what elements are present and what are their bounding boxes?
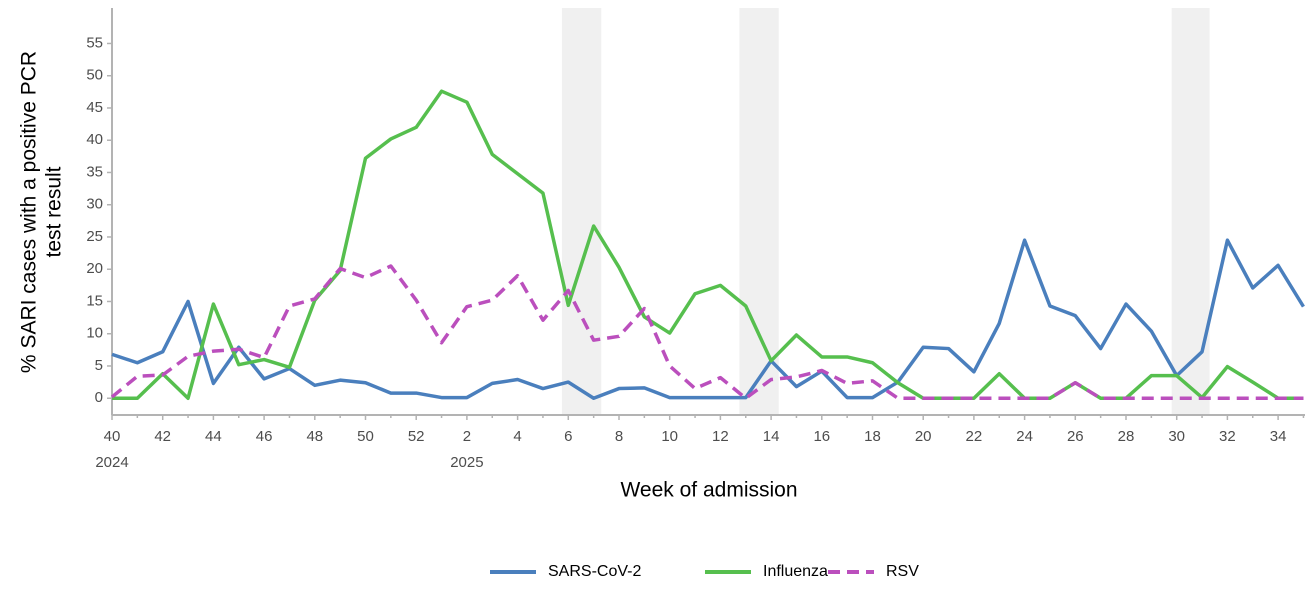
x-tick-label: 50 xyxy=(357,428,374,445)
x-year-label: 2024 xyxy=(95,454,128,471)
x-tick-label: 28 xyxy=(1118,428,1135,445)
x-tick-label: 42 xyxy=(154,428,171,445)
series-line xyxy=(111,238,1305,400)
y-tick-label: 40 xyxy=(86,131,103,148)
x-tick-label: 20 xyxy=(915,428,932,445)
x-tick-label: 2 xyxy=(463,428,471,445)
legend-label: RSV xyxy=(886,563,919,580)
x-tick-label: 30 xyxy=(1168,428,1185,445)
series-line xyxy=(110,264,1304,400)
y-tick-label: 20 xyxy=(86,260,103,277)
x-tick-label: 48 xyxy=(306,428,323,445)
y-tick-label: 15 xyxy=(86,292,103,309)
series-line xyxy=(112,89,1304,400)
x-tick-label: 32 xyxy=(1219,428,1236,445)
y-tick-label: 5 xyxy=(95,357,103,374)
y-tick-label: 10 xyxy=(86,325,103,342)
legend-label: Influenza xyxy=(763,563,828,580)
x-tick-label: 34 xyxy=(1270,428,1287,445)
y-axis-label: % SARI cases with a positive PCR xyxy=(18,51,41,373)
y-axis-label: test result xyxy=(43,166,66,257)
x-year-label: 2025 xyxy=(450,454,483,471)
y-tick-label: 45 xyxy=(86,99,103,116)
x-tick-label: 18 xyxy=(864,428,881,445)
shaded-period xyxy=(561,8,602,415)
x-tick-label: 10 xyxy=(661,428,678,445)
shaded-period xyxy=(1171,8,1210,415)
x-axis-label: Week of admission xyxy=(620,479,797,502)
x-tick-label: 8 xyxy=(615,428,623,445)
x-tick-label: 44 xyxy=(205,428,222,445)
y-tick-label: 35 xyxy=(86,163,103,180)
y-tick-label: 30 xyxy=(86,196,103,213)
x-tick-label: 16 xyxy=(813,428,830,445)
x-tick-label: 24 xyxy=(1016,428,1033,445)
x-tick-label: 52 xyxy=(408,428,425,445)
x-tick-label: 14 xyxy=(763,428,780,445)
shaded-period xyxy=(739,8,779,415)
y-tick-label: 50 xyxy=(86,67,103,84)
y-tick-label: 0 xyxy=(95,389,103,406)
x-tick-label: 22 xyxy=(966,428,983,445)
x-tick-label: 12 xyxy=(712,428,729,445)
x-tick-label: 26 xyxy=(1067,428,1084,445)
x-tick-label: 46 xyxy=(256,428,273,445)
x-tick-label: 4 xyxy=(513,428,521,445)
legend-label: SARS-CoV-2 xyxy=(548,563,641,580)
y-tick-label: 55 xyxy=(86,34,103,51)
y-tick-label: 25 xyxy=(86,228,103,245)
x-tick-label: 6 xyxy=(564,428,572,445)
x-tick-label: 40 xyxy=(104,428,121,445)
